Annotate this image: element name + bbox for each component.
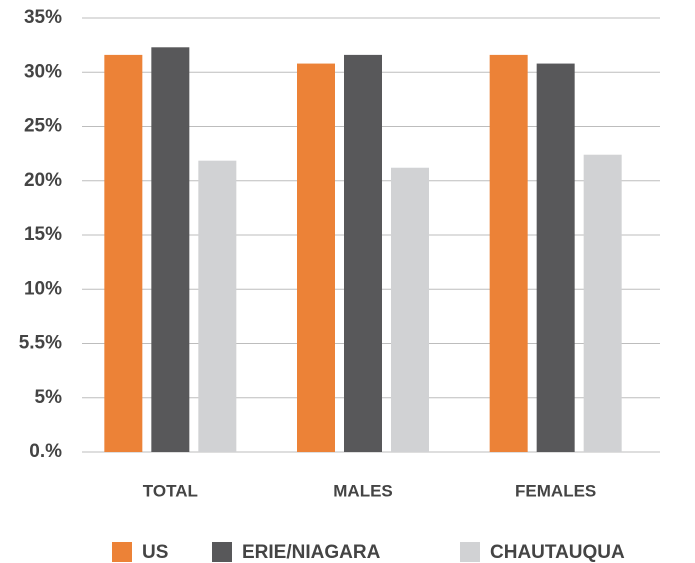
y-tick-label: 20% [24,170,62,191]
bar [104,54,143,452]
legend-label: CHAUTAUQUA [490,542,625,563]
bar [391,167,429,453]
x-tick-label: FEMALES [515,481,596,500]
bar [489,54,528,452]
legend-swatch [212,542,232,562]
bar [344,54,382,452]
bar [297,63,335,452]
legend-label: US [142,542,168,563]
bar [198,160,237,453]
y-tick-label: 5% [35,387,63,408]
y-tick-label: 30% [24,61,62,82]
bar [536,63,575,452]
bar [583,154,622,452]
y-tick-label: 15% [24,224,62,245]
bar [151,47,190,453]
y-tick-label: 35% [24,7,62,28]
x-tick-label: TOTAL [143,481,198,500]
legend-label: ERIE/NIAGARA [242,542,381,563]
legend-swatch [112,542,132,562]
y-tick-label: 25% [24,116,62,137]
y-tick-label: 0.% [29,441,62,462]
x-tick-label: MALES [333,481,393,500]
y-tick-label: 10% [24,278,62,299]
legend-swatch [460,542,480,562]
y-tick-label: 5.5% [19,333,62,354]
